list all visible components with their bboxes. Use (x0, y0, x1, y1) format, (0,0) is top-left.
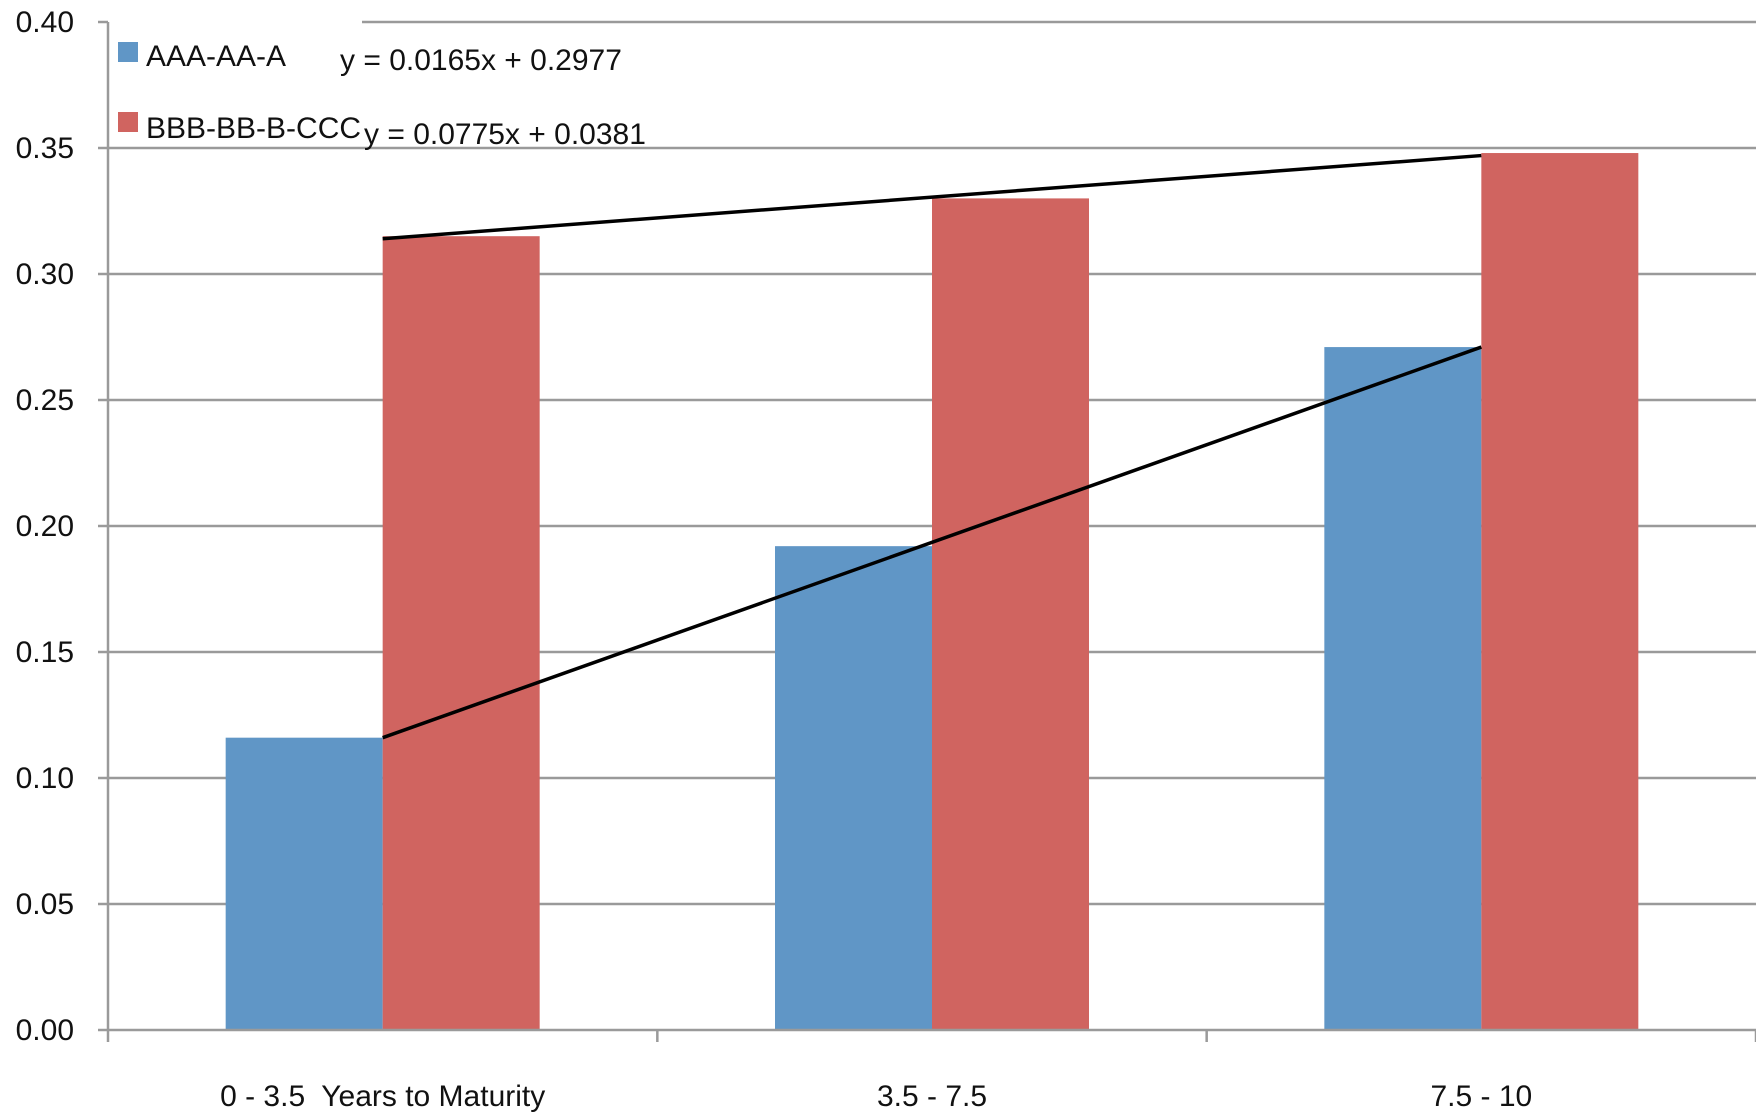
x-tick-label: 0 - 3.5 Years to Maturity (220, 1080, 545, 1113)
y-tick-label: 0.10 (16, 762, 74, 795)
legend-label-aaa: AAA-AA-A (146, 40, 286, 73)
bars (225, 153, 1639, 1031)
y-tick-label: 0.35 (16, 132, 74, 165)
legend-label-bbb: BBB-BB-B-CCC (146, 112, 361, 145)
y-tick-label: 0.25 (16, 384, 74, 417)
bar-aaa-2 (1324, 347, 1482, 1031)
y-tick-labels: 0.00 0.05 0.10 0.15 0.20 0.25 0.30 0.35 0.40 (16, 6, 74, 1047)
trendlines (382, 153, 1482, 740)
x-tick-labels: 0 - 3.5 Years to Maturity 3.5 - 7.5 7.5 - … (220, 1080, 1532, 1113)
trendline-equation-bbb: y = 0.0165x + 0.2977 (340, 44, 622, 77)
bar-bbb-1 (932, 198, 1089, 1030)
axes (98, 20, 1756, 1042)
y-tick-label: 0.00 (16, 1014, 74, 1047)
trendline-bbb (382, 153, 1482, 241)
x-tick-label: 7.5 - 10 (1430, 1080, 1532, 1113)
y-tick-label: 0.20 (16, 510, 74, 543)
trendline-aaa (382, 345, 1482, 740)
y-tick-label: 0.05 (16, 888, 74, 921)
y-tick-label: 0.30 (16, 258, 74, 291)
bar-aaa-0 (225, 737, 383, 1030)
x-tick-label: 3.5 - 7.5 (877, 1080, 987, 1113)
bar-bbb-0 (382, 236, 540, 1030)
y-tick-label: 0.40 (16, 6, 74, 39)
y-tick-label: 0.15 (16, 636, 74, 669)
legend-swatch-aaa (118, 42, 138, 62)
legend: AAA-AA-A BBB-BB-B-CCC (118, 40, 361, 145)
trendline-equation-aaa: y = 0.0775x + 0.0381 (364, 118, 646, 151)
bar-bbb-2 (1481, 153, 1639, 1031)
legend-swatch-bbb (118, 112, 138, 132)
bar-aaa-1 (775, 546, 932, 1030)
